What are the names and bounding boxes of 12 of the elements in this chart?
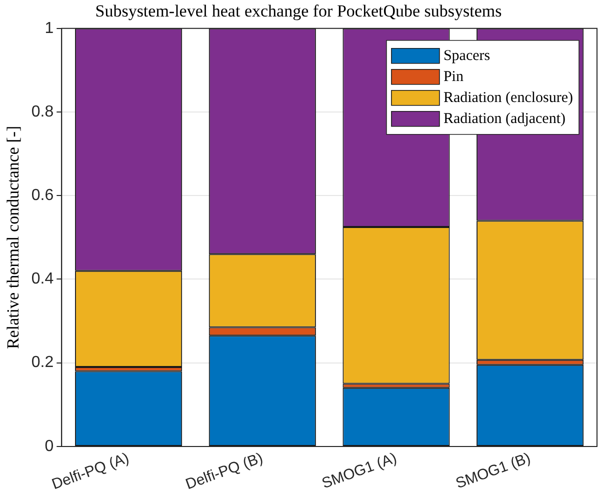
y-tick-label: 0.4 [31,270,54,288]
y-tick-label: 0.6 [31,187,54,204]
y-tick-label: 1 [44,20,54,37]
legend-label: Pin [443,68,464,85]
chart-title: Subsystem-level heat exchange for PocketQube subsystems [95,2,502,21]
legend-label: Radiation (adjacent) [443,110,566,127]
y-tick-label: 0 [44,438,54,455]
legend-label: Spacers [443,48,490,64]
y-tick-label: 0.8 [31,103,54,120]
legend-label: Radiation (enclosure) [443,90,574,106]
y-axis-title: Relative thermal conductance [-] [4,126,23,350]
y-tick-label: 0.2 [31,354,54,372]
